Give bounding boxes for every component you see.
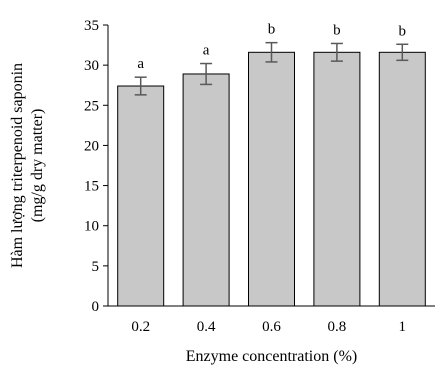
plot-area: 0 5 10 15 20 25 30 35 a 0.2 a 0.4 b 0.6 b 0.8 b 1 xyxy=(84,18,435,335)
significance-label: a xyxy=(137,56,144,72)
x-tick-label: 1 xyxy=(399,319,407,335)
x-tick-label: 0.4 xyxy=(197,319,216,335)
y-axis-title-line1: Hàm lượng triterpenoid saponin xyxy=(9,63,26,268)
y-tick-label: 5 xyxy=(92,259,100,275)
bar xyxy=(313,51,361,307)
significance-label: b xyxy=(268,22,276,38)
y-tick-label: 0 xyxy=(92,299,100,315)
bar xyxy=(182,73,230,307)
y-tick-label: 20 xyxy=(84,138,99,154)
bar xyxy=(378,51,426,307)
y-tick-label: 30 xyxy=(84,58,99,74)
x-axis-title: Enzyme concentration (%) xyxy=(186,348,357,365)
significance-label: a xyxy=(203,43,210,59)
x-tick-label: 0.8 xyxy=(328,319,347,335)
y-axis-title-line2: (mg/g dry matter) xyxy=(29,109,46,223)
significance-label: b xyxy=(333,22,341,38)
y-tick-label: 35 xyxy=(84,18,99,34)
significance-label: b xyxy=(399,23,407,39)
y-tick-label: 25 xyxy=(84,98,99,114)
bar xyxy=(117,85,165,307)
bar xyxy=(248,51,295,307)
y-tick-label: 10 xyxy=(84,219,99,235)
x-tick-label: 0.2 xyxy=(131,319,150,335)
y-axis-title: Hàm lượng triterpenoid saponin (mg/g dry… xyxy=(9,63,46,268)
x-tick-label: 0.6 xyxy=(262,319,281,335)
y-tick-label: 15 xyxy=(84,179,99,195)
